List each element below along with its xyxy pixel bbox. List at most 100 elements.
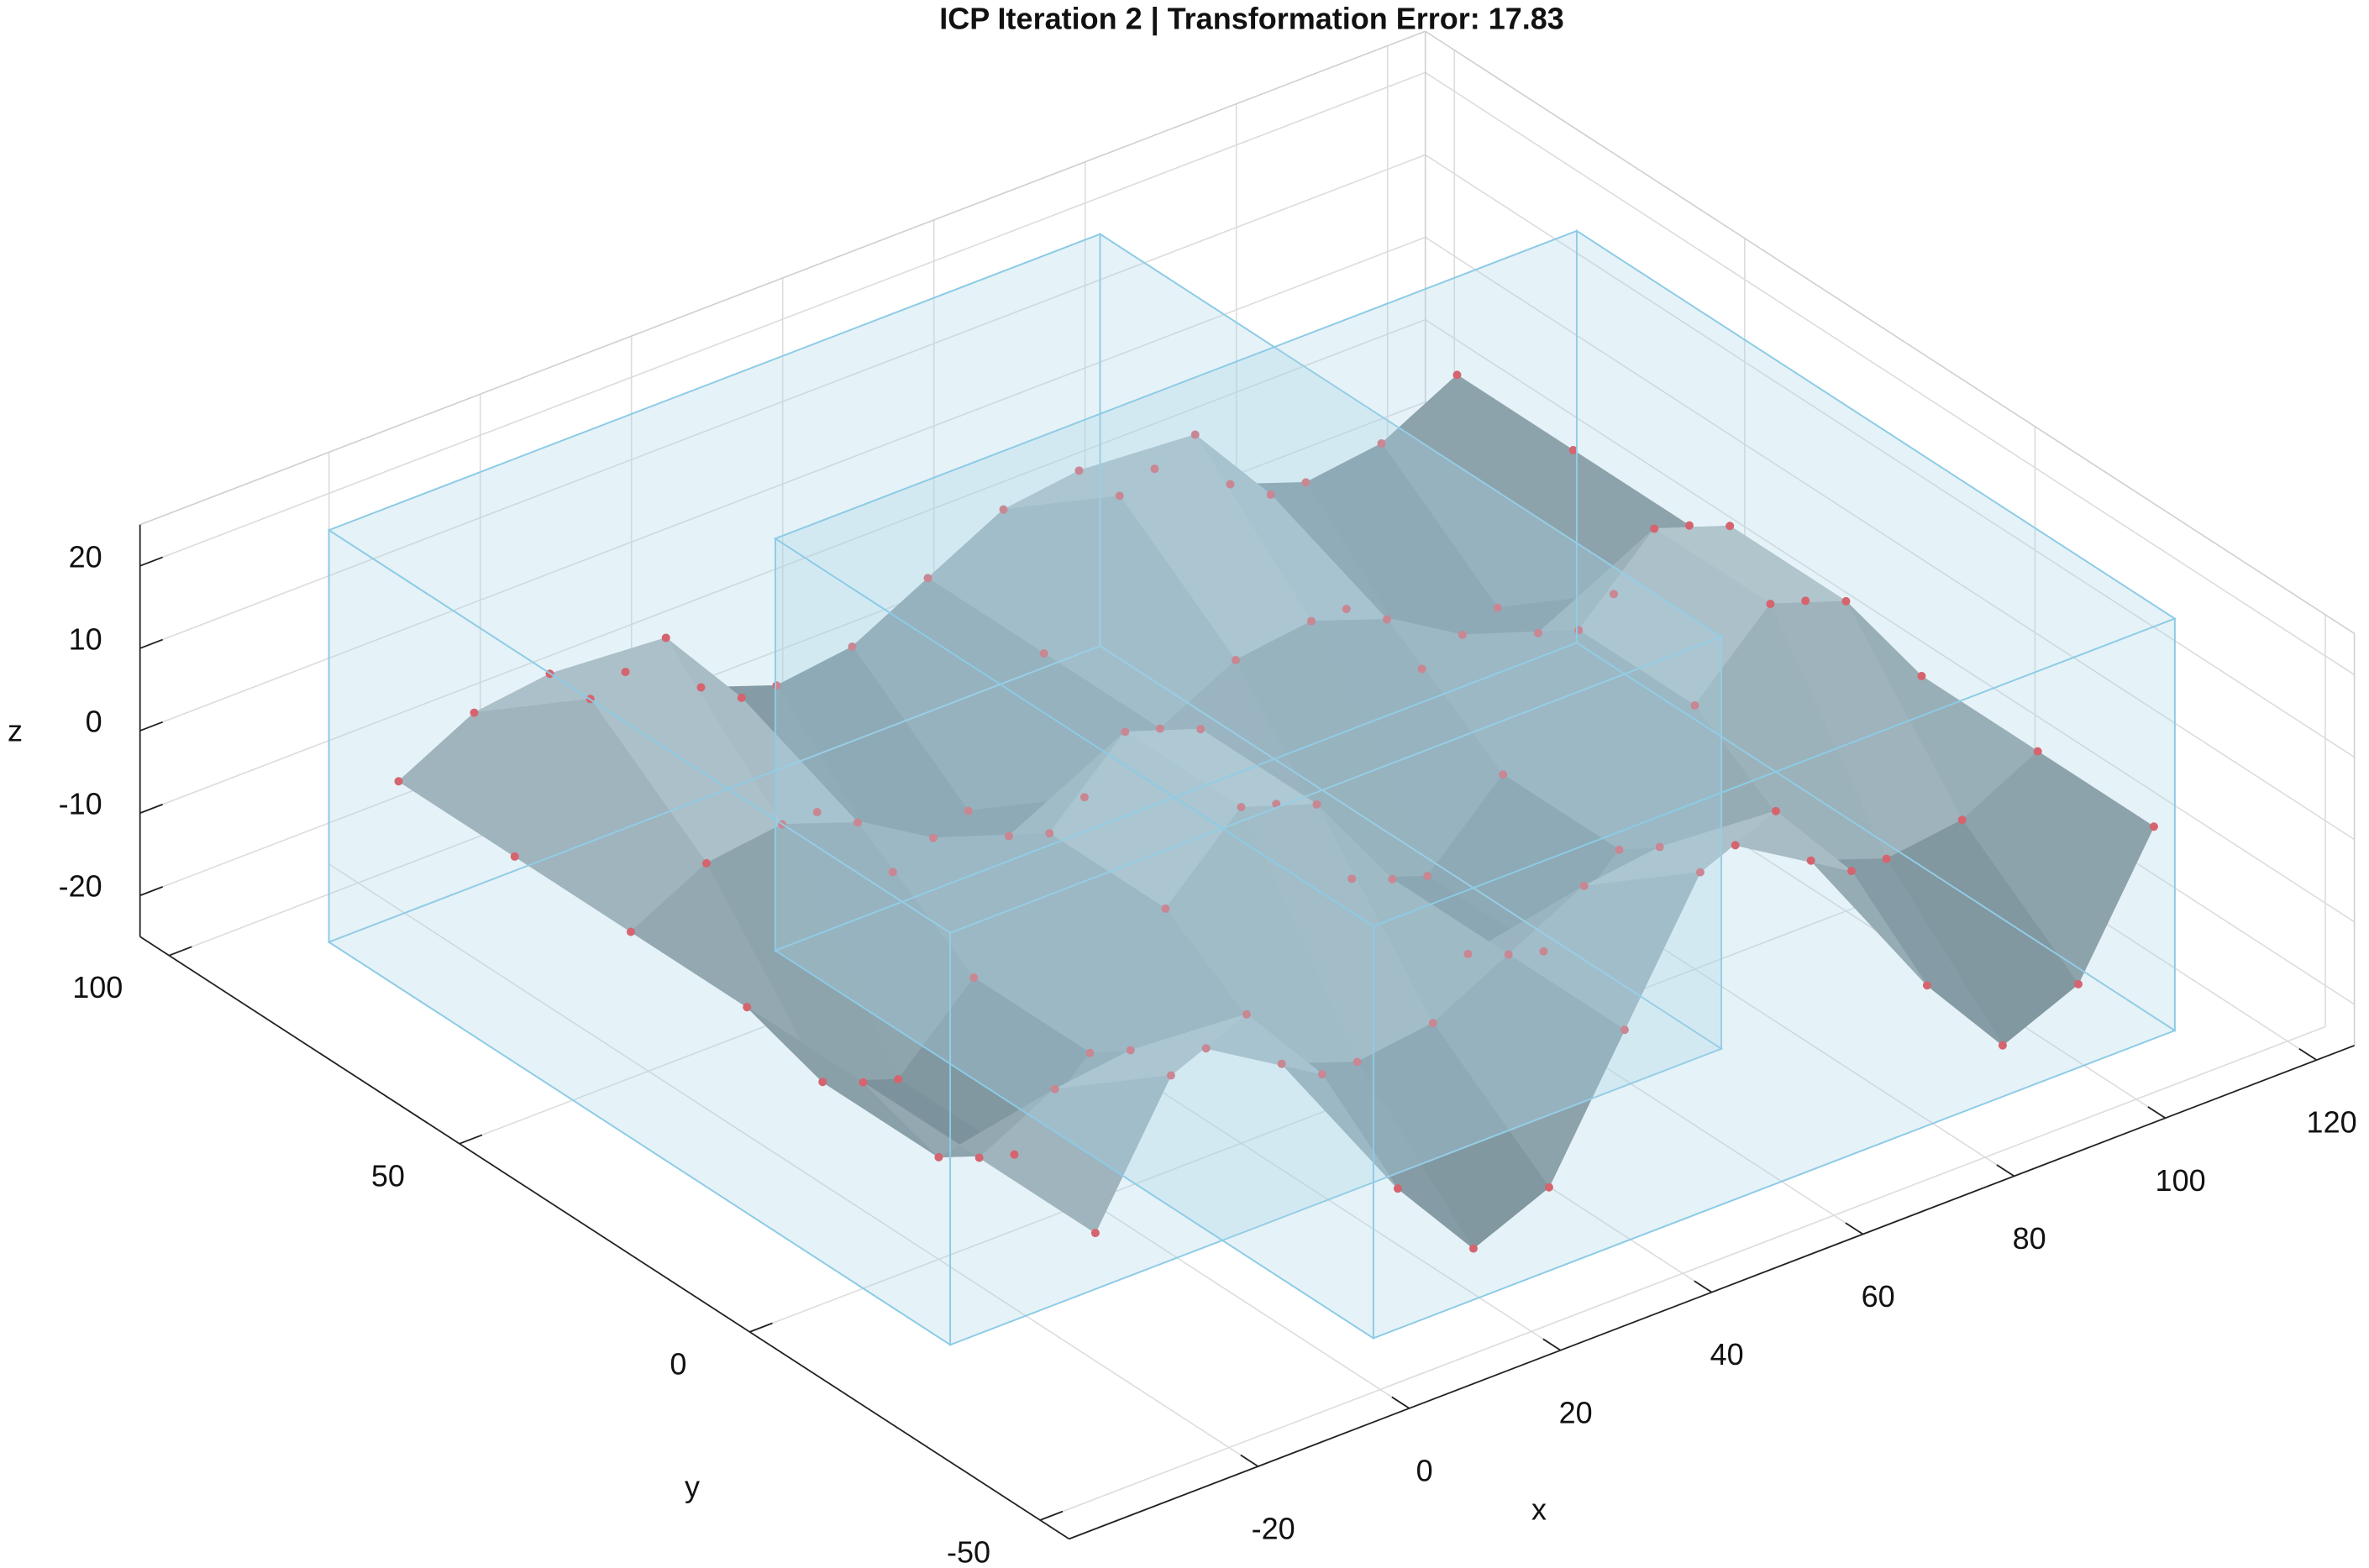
z-tick [139, 803, 164, 814]
point [772, 681, 781, 690]
point [1231, 655, 1240, 664]
point [818, 1078, 827, 1087]
point [743, 1003, 752, 1012]
point [1312, 800, 1321, 809]
point [1201, 1044, 1211, 1053]
point [1045, 829, 1054, 838]
grid-line [139, 236, 1426, 732]
point [1004, 831, 1013, 841]
point [1690, 700, 1699, 710]
point [1074, 466, 1084, 475]
point [1388, 874, 1397, 884]
axes-layer: -20 0 20 40 60 80 100 120 -50 0 50 100 -20 -10 0 10 20 [59, 524, 2357, 1568]
point [1579, 881, 1589, 890]
point [1806, 856, 1815, 865]
point [1428, 1019, 1437, 1028]
point [1166, 1071, 1175, 1080]
x-tick [1391, 1396, 1410, 1409]
y-tick [459, 1134, 483, 1145]
point [1342, 605, 1351, 614]
point [1115, 491, 1124, 501]
x-tick-label: -20 [1252, 1512, 1295, 1546]
point [999, 505, 1008, 514]
point [1846, 867, 1856, 876]
y-tick-label: 100 [72, 970, 123, 1004]
point [1237, 803, 1246, 812]
point [974, 1153, 984, 1162]
point [1731, 841, 1740, 850]
point [1609, 590, 1618, 599]
point [1533, 628, 1542, 637]
x-tick [2298, 1047, 2318, 1061]
point [1010, 1150, 1019, 1159]
point [1266, 490, 1275, 499]
point [1957, 815, 1967, 825]
point [1499, 770, 1508, 779]
point [1568, 446, 1578, 455]
point [1539, 947, 1548, 956]
point [964, 806, 973, 815]
point [1504, 950, 1513, 959]
point [1771, 806, 1780, 815]
point [1393, 1184, 1402, 1193]
box-face [773, 229, 2177, 927]
point [1620, 1025, 1629, 1035]
x-tick-label: 60 [1862, 1279, 1895, 1314]
point [1423, 872, 1432, 881]
z-tick [139, 721, 164, 732]
y-axis-label: y [685, 1470, 700, 1504]
point [701, 858, 711, 868]
x-tick-label: 0 [1416, 1453, 1433, 1487]
point [470, 708, 479, 717]
point [1079, 793, 1089, 802]
point [1801, 596, 1810, 606]
y-tick-label: -50 [947, 1535, 990, 1568]
grid-line [139, 154, 1426, 649]
x-tick-label: 120 [2307, 1105, 2357, 1140]
x-tick [1845, 1222, 1864, 1235]
point [1726, 522, 1735, 531]
chart-title: ICP Iteration 2 | Transformation Error: … [939, 2, 1564, 37]
y-tick [168, 946, 192, 957]
point [812, 807, 822, 816]
grid-line [139, 71, 1426, 567]
frame-edge [1425, 30, 2356, 635]
point [1468, 1244, 1478, 1253]
point [1615, 845, 1624, 854]
point [934, 1152, 943, 1162]
surface-layer [394, 370, 2158, 1253]
point [1544, 1183, 1553, 1192]
point [928, 833, 938, 842]
point [1306, 616, 1316, 626]
z-tick-label: -10 [59, 787, 102, 821]
point [1882, 854, 1891, 863]
point [1277, 1059, 1286, 1068]
point [1150, 464, 1159, 474]
box-layer [327, 229, 2177, 1346]
point [1458, 630, 1467, 639]
point [1085, 1048, 1095, 1057]
point [1226, 480, 1235, 489]
point [1695, 868, 1705, 877]
point [1382, 615, 1391, 624]
point [1922, 981, 1931, 990]
point [853, 818, 862, 827]
point [621, 668, 630, 677]
z-tick-label: -20 [59, 869, 102, 904]
x-tick [2147, 1106, 2167, 1120]
grid-line [1039, 1025, 2326, 1521]
point [2149, 822, 2158, 831]
point [1272, 800, 1281, 809]
point [2033, 747, 2042, 756]
x-tick-label: 40 [1710, 1337, 1744, 1371]
x-tick [1542, 1338, 1562, 1351]
z-axis-label: z [8, 714, 23, 748]
point [888, 868, 897, 877]
grid-line [1425, 318, 2356, 923]
z-tick-label: 20 [69, 539, 102, 574]
x-tick-label: 20 [1559, 1395, 1593, 1429]
y-tick-label: 50 [371, 1158, 405, 1193]
point [923, 574, 932, 583]
point [1463, 949, 1473, 958]
